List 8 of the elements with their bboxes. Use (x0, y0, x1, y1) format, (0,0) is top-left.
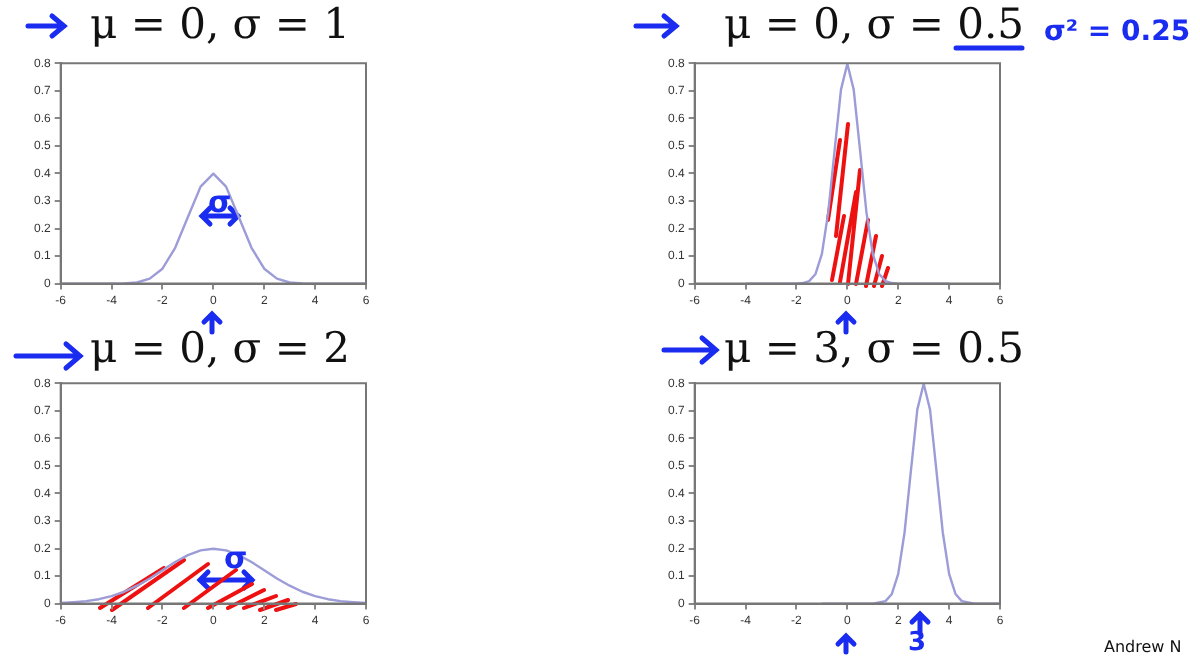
chart-title: μ = 0, σ = 1 (90, 0, 350, 48)
text: σ² = 0.25 (1044, 16, 1191, 48)
chart-title: μ = 0, σ = 2 (90, 324, 350, 372)
chart-title: μ = 0, σ = 0.5 (724, 0, 1024, 48)
annotation: σ (224, 540, 248, 576)
annotation: σ (208, 184, 232, 220)
text: Andrew N (1104, 638, 1182, 656)
chart-title: μ = 3, σ = 0.5 (724, 324, 1024, 372)
